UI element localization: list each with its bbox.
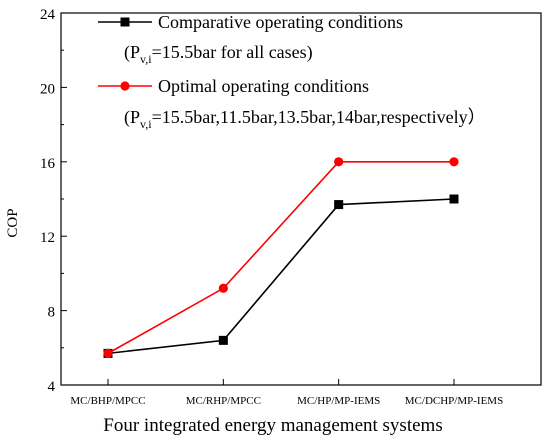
data-point	[218, 335, 228, 345]
legend-label: Optimal operating conditions	[158, 76, 369, 96]
legend-note-main: (P	[124, 42, 140, 63]
series-line	[107, 198, 455, 355]
y-axis-title: COP	[5, 208, 21, 237]
series-line	[107, 161, 454, 355]
legend-item: Optimal operating conditions (Pv,i=15.5ba…	[98, 76, 486, 131]
series-layer	[103, 157, 459, 358]
y-tick-label: 12	[40, 230, 55, 246]
x-tick-label: MC/BHP/MPCC	[70, 395, 145, 407]
legend-marker	[120, 17, 130, 27]
x-axis-title: Four integrated energy management system…	[103, 415, 442, 436]
legend-marker	[120, 81, 130, 91]
legend-note-main: (P	[124, 107, 140, 128]
data-point	[218, 283, 228, 293]
x-tick-label: MC/RHP/MPCC	[186, 395, 261, 407]
legend: Comparative operating conditions(Pv,i=15…	[98, 12, 486, 131]
data-point	[334, 200, 344, 210]
x-tick-label: MC/HP/MP-IEMS	[297, 395, 380, 407]
y-tick-label: 16	[40, 156, 56, 172]
series-1	[103, 157, 459, 358]
data-point	[449, 157, 459, 167]
legend-item: Comparative operating conditions (Pv,i=15…	[98, 12, 403, 66]
plot-frame	[60, 12, 542, 386]
data-point	[103, 348, 113, 358]
legend-label: Comparative operating conditions	[158, 12, 403, 32]
x-tick-label: MC/DCHP/MP-IEMS	[405, 395, 503, 407]
series-0	[103, 194, 459, 358]
legend-note-rest: =15.5bar for all cases)	[152, 42, 313, 63]
y-tick-label: 4	[48, 379, 56, 395]
legend-note: (Pv,i=15.5bar,11.5bar,13.5bar,14bar,resp…	[124, 107, 486, 131]
axes: 4 8 12 16 20 24 MC/BHP/MPCC MC/RHP/MPCC MC/HP/MP…	[40, 7, 542, 407]
data-point	[449, 194, 459, 204]
y-tick-label: 8	[48, 305, 56, 321]
data-point	[334, 157, 344, 167]
y-tick-label: 20	[40, 81, 55, 97]
legend-note-rest: =15.5bar,11.5bar,13.5bar,14bar,respectiv…	[152, 107, 486, 127]
legend-note-subscript: v,i	[140, 52, 152, 66]
legend-note: (Pv,i=15.5bar for all cases)	[124, 42, 313, 66]
y-tick-label: 24	[40, 7, 56, 23]
legend-note-subscript: v,i	[140, 117, 152, 131]
